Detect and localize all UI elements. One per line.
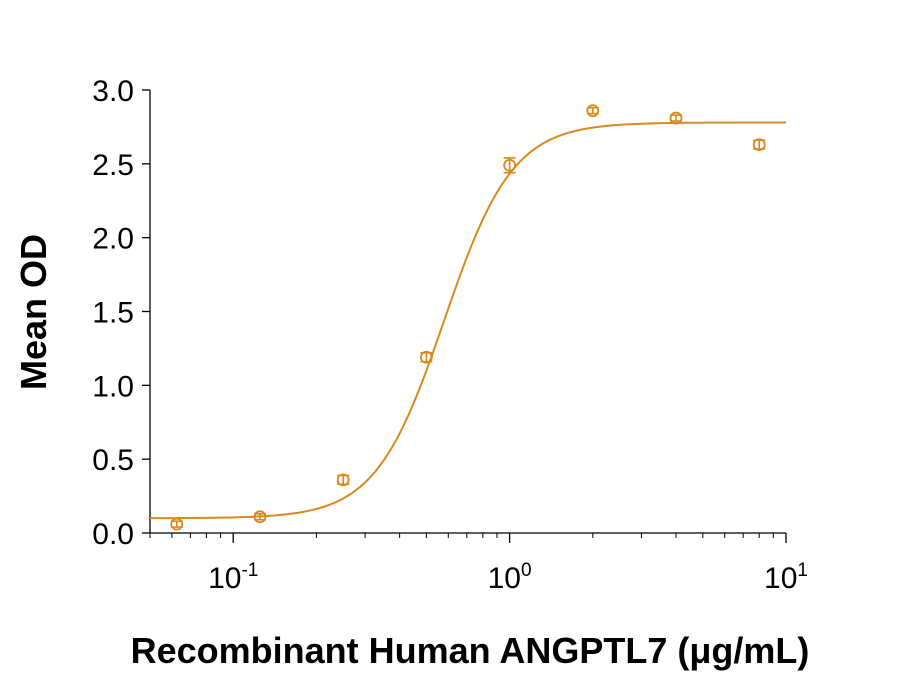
data-point-marker: [419, 350, 433, 364]
x-tick-label-base: 10: [764, 562, 797, 595]
x-tick-label: 10-1: [208, 560, 258, 595]
data-point: [419, 350, 433, 364]
x-tick-label-base: 10: [208, 562, 241, 595]
y-tick-label: 2.0: [92, 223, 134, 256]
x-axis-title: Recombinant Human ANGPTL7 (μg/mL): [131, 630, 810, 671]
x-tick-label: 100: [488, 560, 532, 595]
x-tick-label-exponent: 0: [521, 560, 532, 581]
fit-curve: [149, 121, 786, 520]
data-point-marker: [669, 111, 683, 125]
y-tick-label: 0.5: [92, 444, 134, 477]
tick-labels-layer: 0.00.51.01.52.02.53.010-1 100 101: [92, 75, 808, 595]
data-points-layer: [170, 104, 766, 531]
axes: [142, 89, 787, 543]
fit-curve-layer: [149, 121, 786, 520]
y-tick-label: 3.0: [92, 75, 134, 108]
data-point: [586, 104, 600, 118]
x-tick-label-exponent: -1: [241, 560, 258, 581]
y-axis-title: Mean OD: [13, 234, 54, 390]
data-point: [170, 517, 184, 531]
y-tick-label: 0.0: [92, 518, 134, 551]
data-point: [503, 157, 517, 174]
x-tick-label-base: 10: [488, 562, 521, 595]
y-tick-label: 1.5: [92, 297, 134, 330]
x-tick-label-exponent: 1: [797, 560, 808, 581]
data-point-marker: [586, 104, 600, 118]
y-tick-label: 1.0: [92, 370, 134, 403]
data-point-marker: [752, 138, 766, 152]
data-point-marker: [336, 473, 350, 487]
data-point-marker: [503, 158, 517, 172]
data-point-marker: [253, 510, 267, 524]
data-point-marker: [170, 517, 184, 531]
x-tick-label: 101: [764, 560, 808, 595]
y-tick-label: 2.5: [92, 149, 134, 182]
data-point: [336, 473, 350, 487]
data-point: [752, 138, 766, 152]
data-point: [253, 510, 267, 524]
data-point: [669, 111, 683, 125]
